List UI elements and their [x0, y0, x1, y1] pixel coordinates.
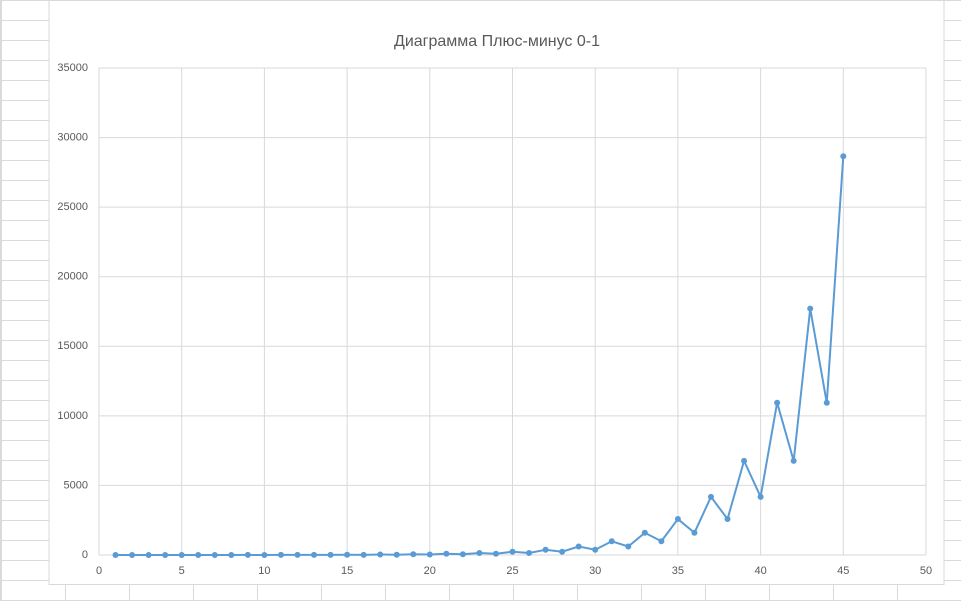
data-point — [542, 546, 549, 553]
x-tick-label: 15 — [341, 565, 353, 577]
x-tick-label: 0 — [96, 565, 102, 577]
data-point — [178, 551, 185, 558]
data-point — [625, 543, 632, 550]
x-tick-label: 5 — [179, 565, 185, 577]
data-point — [674, 516, 681, 523]
data-point — [426, 551, 433, 558]
data-point — [277, 551, 284, 558]
data-point — [641, 529, 648, 536]
data-point — [592, 546, 599, 553]
y-tick-label: 20000 — [57, 271, 88, 283]
data-point — [476, 549, 483, 556]
data-point — [658, 538, 665, 545]
data-point — [757, 493, 764, 500]
data-point — [492, 550, 499, 557]
data-point — [807, 305, 814, 312]
data-point — [707, 493, 714, 500]
data-point — [344, 551, 351, 558]
data-point — [261, 551, 268, 558]
y-tick-label: 15000 — [57, 340, 88, 352]
x-tick-label: 30 — [589, 565, 601, 577]
x-tick-label: 35 — [672, 565, 684, 577]
y-tick-label: 25000 — [57, 201, 88, 213]
data-point — [691, 529, 698, 536]
y-tick-label: 5000 — [64, 479, 88, 491]
data-point — [559, 548, 566, 555]
data-point — [724, 516, 731, 523]
data-point — [294, 551, 301, 558]
y-tick-label: 30000 — [57, 131, 88, 143]
data-point — [840, 153, 847, 160]
x-tick-label: 45 — [837, 565, 849, 577]
data-point — [443, 550, 450, 557]
data-point — [228, 551, 235, 558]
x-tick-label: 40 — [754, 565, 766, 577]
data-point — [790, 457, 797, 464]
data-point — [129, 552, 136, 558]
data-point — [311, 551, 318, 558]
data-point — [526, 549, 533, 556]
data-point — [575, 543, 582, 550]
data-point — [509, 548, 516, 555]
data-point — [244, 551, 251, 558]
data-point — [741, 457, 748, 464]
data-point — [410, 551, 417, 558]
y-tick-label: 0 — [82, 549, 88, 561]
data-point — [393, 551, 400, 558]
data-point — [162, 551, 169, 558]
y-tick-label: 10000 — [57, 410, 88, 422]
data-point — [377, 551, 384, 558]
x-tick-label: 10 — [258, 565, 270, 577]
data-point — [459, 551, 466, 558]
x-tick-label: 50 — [920, 565, 932, 577]
data-point — [112, 551, 119, 558]
chart-title: Диаграмма Плюс-минус 0-1 — [394, 33, 600, 50]
x-tick-label: 25 — [506, 565, 518, 577]
y-tick-label: 35000 — [57, 62, 88, 74]
x-tick-label: 20 — [424, 565, 436, 577]
data-point — [360, 551, 367, 558]
data-point — [195, 551, 202, 558]
data-point — [211, 551, 218, 558]
data-point — [823, 399, 830, 406]
data-point — [774, 399, 781, 406]
data-point — [145, 551, 152, 558]
data-point — [608, 538, 615, 545]
data-point — [327, 551, 334, 558]
chart-area — [48, 0, 945, 585]
